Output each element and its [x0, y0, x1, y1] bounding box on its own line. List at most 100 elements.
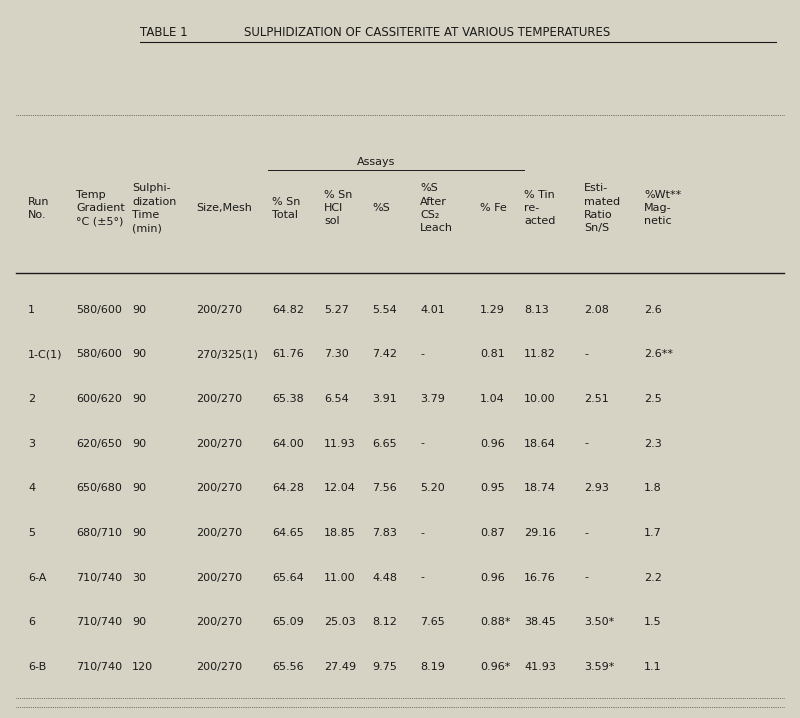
Text: 270/325(1): 270/325(1) — [196, 349, 258, 359]
Text: 64.28: 64.28 — [272, 483, 304, 493]
Text: 1.29: 1.29 — [480, 304, 505, 314]
Text: 5.27: 5.27 — [324, 304, 349, 314]
Text: 200/270: 200/270 — [196, 439, 242, 449]
Text: 200/270: 200/270 — [196, 483, 242, 493]
Text: 11.93: 11.93 — [324, 439, 356, 449]
Text: 600/620: 600/620 — [76, 394, 122, 404]
Text: 18.74: 18.74 — [524, 483, 556, 493]
Text: 8.12: 8.12 — [372, 617, 397, 628]
Text: 61.76: 61.76 — [272, 349, 304, 359]
Text: Temp
Gradient
°C (±5°): Temp Gradient °C (±5°) — [76, 190, 125, 226]
Text: 580/600: 580/600 — [76, 304, 122, 314]
Text: 18.85: 18.85 — [324, 528, 356, 538]
Text: % Sn
HCl
sol: % Sn HCl sol — [324, 190, 352, 226]
Text: 6: 6 — [28, 617, 35, 628]
Text: 7.83: 7.83 — [372, 528, 397, 538]
Text: 65.56: 65.56 — [272, 662, 304, 672]
Text: 200/270: 200/270 — [196, 394, 242, 404]
Text: 200/270: 200/270 — [196, 528, 242, 538]
Text: 25.03: 25.03 — [324, 617, 356, 628]
Text: 2.51: 2.51 — [584, 394, 609, 404]
Text: -: - — [584, 439, 588, 449]
Text: 0.96: 0.96 — [480, 439, 505, 449]
Text: 2.6: 2.6 — [644, 304, 662, 314]
Text: 7.65: 7.65 — [420, 617, 445, 628]
Text: 200/270: 200/270 — [196, 662, 242, 672]
Text: 2.08: 2.08 — [584, 304, 609, 314]
Text: 710/740: 710/740 — [76, 617, 122, 628]
Text: 2.3: 2.3 — [644, 439, 662, 449]
Text: 0.96: 0.96 — [480, 572, 505, 582]
Text: %S: %S — [372, 203, 390, 213]
Text: % Sn
Total: % Sn Total — [272, 197, 300, 220]
Text: 29.16: 29.16 — [524, 528, 556, 538]
Text: 5.20: 5.20 — [420, 483, 445, 493]
Text: TABLE 1: TABLE 1 — [140, 26, 188, 39]
Text: 200/270: 200/270 — [196, 572, 242, 582]
Text: 3: 3 — [28, 439, 35, 449]
Text: 0.88*: 0.88* — [480, 617, 510, 628]
Text: 710/740: 710/740 — [76, 662, 122, 672]
Text: 5: 5 — [28, 528, 35, 538]
Text: 8.13: 8.13 — [524, 304, 549, 314]
Text: 1: 1 — [28, 304, 35, 314]
Text: 65.09: 65.09 — [272, 617, 304, 628]
Text: 200/270: 200/270 — [196, 617, 242, 628]
Text: Esti-
mated
Ratio
Sn/S: Esti- mated Ratio Sn/S — [584, 183, 620, 233]
Text: 5.54: 5.54 — [372, 304, 397, 314]
Text: Assays: Assays — [357, 157, 395, 167]
Text: -: - — [420, 528, 424, 538]
Text: 90: 90 — [132, 304, 146, 314]
Text: 90: 90 — [132, 617, 146, 628]
Text: % Tin
re-
acted: % Tin re- acted — [524, 190, 555, 226]
Text: 7.30: 7.30 — [324, 349, 349, 359]
Text: 30: 30 — [132, 572, 146, 582]
Text: 3.91: 3.91 — [372, 394, 397, 404]
Text: 7.56: 7.56 — [372, 483, 397, 493]
Text: 0.96*: 0.96* — [480, 662, 510, 672]
Text: 41.93: 41.93 — [524, 662, 556, 672]
Text: 10.00: 10.00 — [524, 394, 556, 404]
Text: 2.5: 2.5 — [644, 394, 662, 404]
Text: 65.38: 65.38 — [272, 394, 304, 404]
Text: 90: 90 — [132, 394, 146, 404]
Text: Run
No.: Run No. — [28, 197, 50, 220]
Text: 1.5: 1.5 — [644, 617, 662, 628]
Text: 11.82: 11.82 — [524, 349, 556, 359]
Text: 1.1: 1.1 — [644, 662, 662, 672]
Text: -: - — [420, 439, 424, 449]
Text: -: - — [420, 572, 424, 582]
Text: 120: 120 — [132, 662, 153, 672]
Text: 6.65: 6.65 — [372, 439, 397, 449]
Text: 3.59*: 3.59* — [584, 662, 614, 672]
Text: 7.42: 7.42 — [372, 349, 397, 359]
Text: 90: 90 — [132, 528, 146, 538]
Text: 3.50*: 3.50* — [584, 617, 614, 628]
Text: 1.8: 1.8 — [644, 483, 662, 493]
Text: 2: 2 — [28, 394, 35, 404]
Text: 6.54: 6.54 — [324, 394, 349, 404]
Text: 27.49: 27.49 — [324, 662, 356, 672]
Text: 0.81: 0.81 — [480, 349, 505, 359]
Text: 620/650: 620/650 — [76, 439, 122, 449]
Text: 2.93: 2.93 — [584, 483, 609, 493]
Text: 1.7: 1.7 — [644, 528, 662, 538]
Text: 1-C(1): 1-C(1) — [28, 349, 62, 359]
Text: % Fe: % Fe — [480, 203, 506, 213]
Text: 4: 4 — [28, 483, 35, 493]
Text: 4.48: 4.48 — [372, 572, 397, 582]
Text: 6-B: 6-B — [28, 662, 46, 672]
Text: 2.2: 2.2 — [644, 572, 662, 582]
Text: 580/600: 580/600 — [76, 349, 122, 359]
Text: 38.45: 38.45 — [524, 617, 556, 628]
Text: Size,Mesh: Size,Mesh — [196, 203, 252, 213]
Text: %S
After
CS₂
Leach: %S After CS₂ Leach — [420, 183, 453, 233]
Text: 2.6**: 2.6** — [644, 349, 673, 359]
Text: 3.79: 3.79 — [420, 394, 445, 404]
Text: 6-A: 6-A — [28, 572, 46, 582]
Text: 16.76: 16.76 — [524, 572, 556, 582]
Text: 64.82: 64.82 — [272, 304, 304, 314]
Text: 0.95: 0.95 — [480, 483, 505, 493]
Text: %Wt**
Mag-
netic: %Wt** Mag- netic — [644, 190, 682, 226]
Text: -: - — [420, 349, 424, 359]
